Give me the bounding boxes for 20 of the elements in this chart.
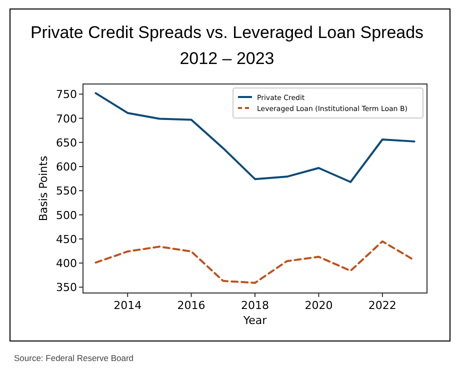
- x-tick-label: 2018: [241, 299, 269, 312]
- y-tick-label: 450: [56, 232, 77, 246]
- y-tick-label: 700: [56, 112, 77, 126]
- y-tick-label: 500: [56, 208, 77, 222]
- y-tick-label: 400: [56, 257, 77, 270]
- source-note: Source: Federal Reserve Board: [14, 353, 134, 363]
- x-tick-label: 2022: [368, 299, 396, 312]
- y-tick-label: 650: [56, 136, 77, 150]
- x-tick-label: 2014: [114, 299, 142, 312]
- y-tick-label: 350: [56, 281, 77, 294]
- y-tick-label: 550: [56, 184, 77, 198]
- x-tick-label: 2016: [177, 299, 206, 312]
- x-axis-title: Year: [242, 314, 268, 327]
- line-series: [94, 240, 416, 284]
- y-tick-label: 600: [56, 160, 77, 174]
- x-tick-label: 2020: [304, 299, 333, 312]
- chart-title: Private Credit Spreads vs. Leveraged Loan Spreads 2012 – 2023: [30, 23, 424, 68]
- y-axis-title: Basis Points: [37, 156, 50, 222]
- y-tick-label: 750: [56, 88, 77, 102]
- line-series: [94, 92, 416, 183]
